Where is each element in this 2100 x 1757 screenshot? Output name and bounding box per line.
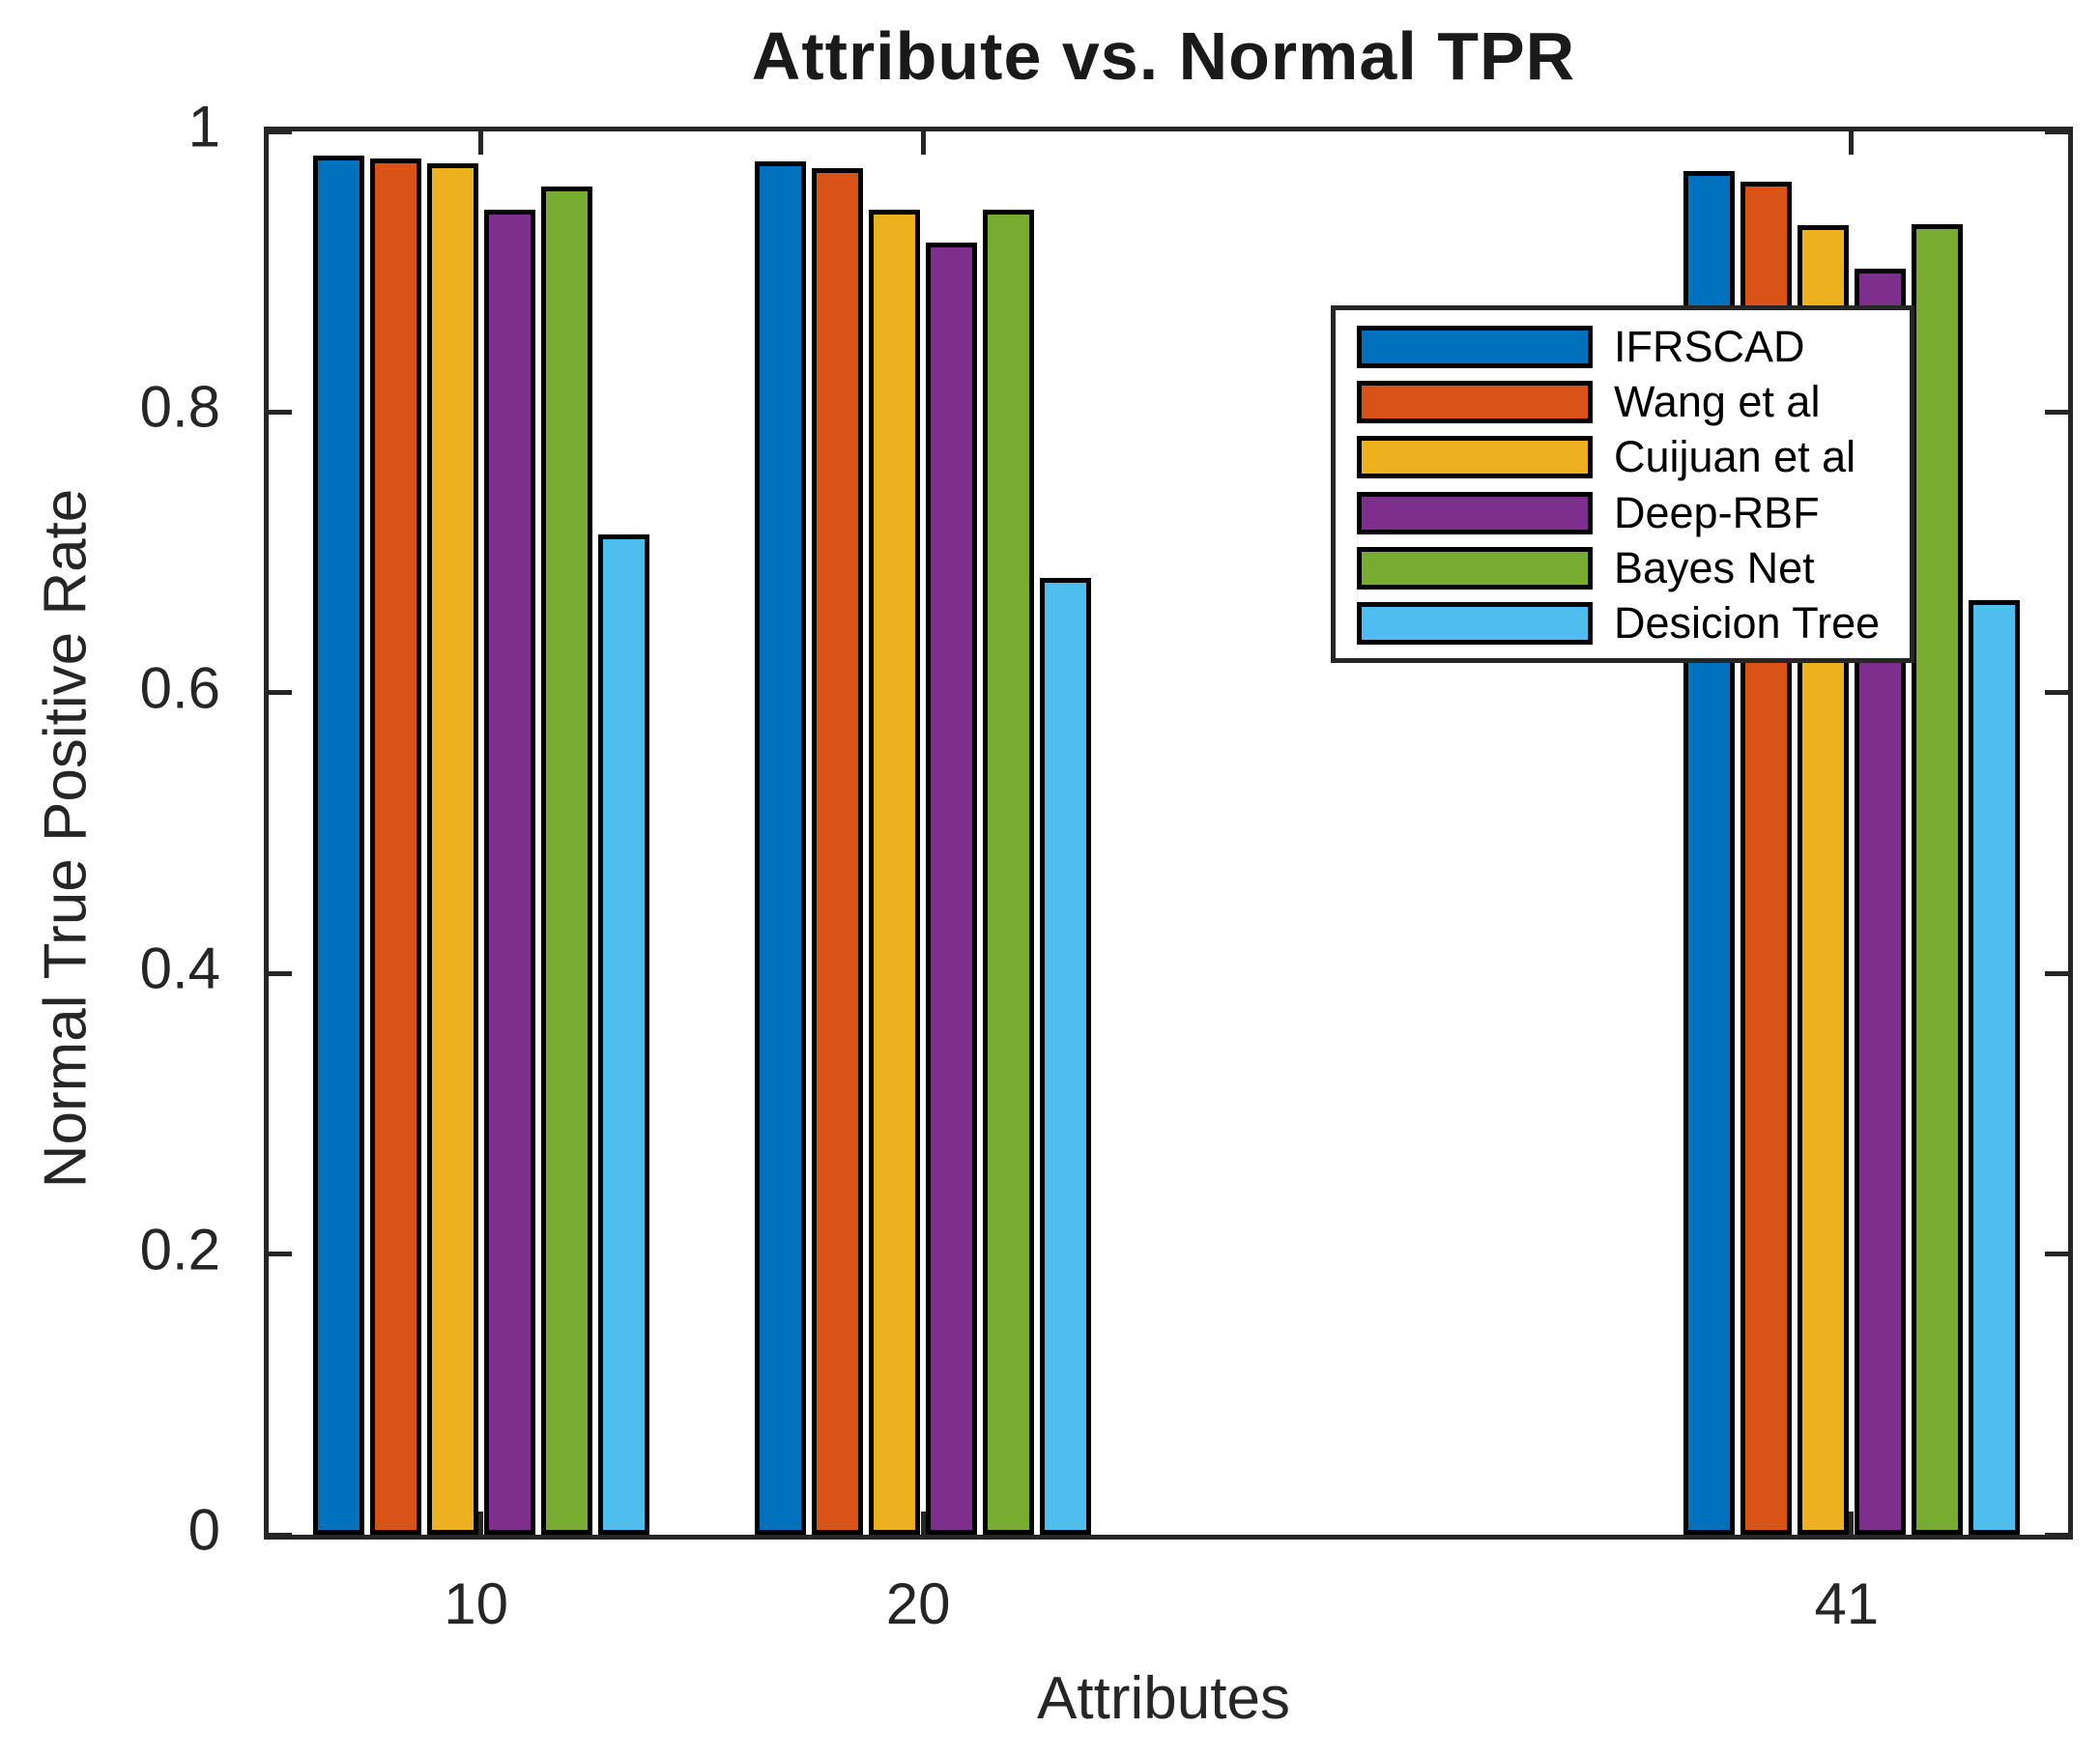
bar-bayes-net-x10 [540,186,592,1535]
bar-ifrscad-x10 [312,155,364,1535]
chart-title: Attribute vs. Normal TPR [751,18,1576,94]
x-tick-bottom [1849,1512,1855,1535]
bar-cuijuan-et-al-x20 [869,210,921,1535]
y-tick-left [269,1252,292,1257]
x-tick-label: 10 [444,1571,508,1636]
bar-wang-et-al-x10 [369,158,421,1535]
legend-swatch-ifrscad [1357,326,1593,368]
x-tick-bottom [478,1512,484,1535]
legend-label-desicion-tree: Desicion Tree [1614,597,1881,648]
bar-desicion-tree-x10 [597,533,649,1535]
legend-row: Cuijuan et al [1336,432,1910,482]
legend-label-wang-et-al: Wang et al [1614,377,1821,427]
legend-swatch-deep-rbf [1357,491,1593,534]
y-tick-left [269,1532,292,1538]
bar-desicion-tree-x41 [1968,599,2020,1535]
legend-label-deep-rbf: Deep-RBF [1614,487,1820,537]
x-tick-top [920,131,926,155]
bar-deep-rbf-x20 [926,242,978,1535]
y-tick-right [2045,409,2068,415]
legend-swatch-cuijuan-et-al [1357,436,1593,479]
legend-row: IFRSCAD [1336,322,1910,371]
y-tick-right [2045,690,2068,696]
bar-cuijuan-et-al-x10 [426,163,478,1535]
legend-label-ifrscad: IFRSCAD [1614,322,1805,371]
y-tick-label: 0 [187,1497,220,1563]
y-tick-label: 0.4 [139,936,220,1001]
x-axis-label: Attributes [1037,1665,1290,1732]
plot-area: IFRSCAD Wang et al Cuijuan et al Deep-RB… [264,127,2073,1540]
x-tick-label: 41 [1814,1571,1880,1636]
y-tick-label: 0.8 [139,374,220,440]
legend-swatch-bayes-net [1357,546,1593,590]
y-axis-label: Normal True Positive Rate [32,488,100,1189]
x-tick-bottom [920,1512,926,1535]
y-tick-left [269,690,292,696]
legend-row: Deep-RBF [1336,487,1910,537]
bar-desicion-tree-x20 [1040,577,1092,1535]
legend-swatch-desicion-tree [1357,601,1593,645]
legend-row: Desicion Tree [1336,597,1910,648]
bar-bayes-net-x41 [1911,223,1963,1535]
legend-label-bayes-net: Bayes Net [1614,542,1815,592]
legend-row: Bayes Net [1336,542,1910,592]
bar-bayes-net-x20 [983,210,1035,1535]
legend-label-cuijuan-et-al: Cuijuan et al [1614,432,1856,482]
y-tick-label: 0.2 [139,1217,220,1282]
bar-ifrscad-x20 [755,160,807,1535]
y-tick-right [2045,129,2068,134]
x-tick-label: 20 [885,1571,951,1636]
y-tick-left [269,970,292,976]
y-tick-right [2045,1532,2068,1538]
x-tick-top [478,131,484,155]
y-tick-label: 0.6 [139,655,220,721]
y-tick-right [2045,970,2068,976]
x-tick-top [1849,131,1855,155]
y-tick-label: 1 [187,94,220,159]
y-tick-left [269,409,292,415]
y-tick-right [2045,1252,2068,1257]
legend-box: IFRSCAD Wang et al Cuijuan et al Deep-RB… [1331,305,1914,663]
bar-wang-et-al-x20 [812,167,864,1535]
legend-swatch-wang-et-al [1357,381,1593,424]
legend-row: Wang et al [1336,377,1910,427]
bar-deep-rbf-x10 [483,210,535,1535]
y-tick-left [269,129,292,134]
